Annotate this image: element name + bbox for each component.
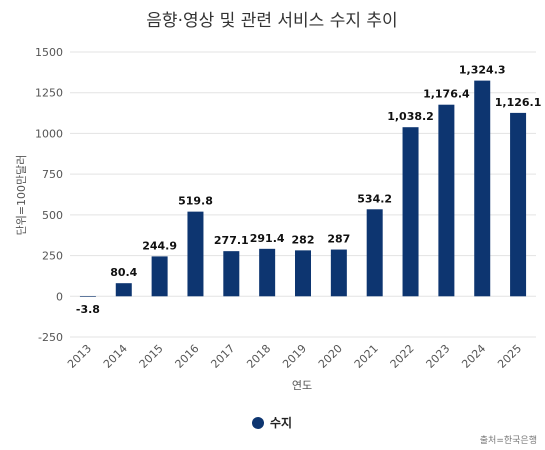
y-tick-label: 1250 (35, 87, 63, 100)
y-tick-label: 1000 (35, 127, 63, 140)
data-label: 1,126.1 (495, 96, 542, 109)
bar (402, 127, 419, 297)
data-label: 244.9 (142, 239, 177, 252)
y-tick-label: -250 (38, 331, 63, 344)
bar (223, 251, 240, 297)
y-tick-label: 250 (42, 250, 63, 263)
y-tick-label: 1500 (35, 46, 63, 59)
bar (79, 296, 96, 297)
data-label: 1,324.3 (459, 64, 506, 77)
data-label: 287 (327, 233, 350, 246)
x-tick-label: 2016 (173, 342, 202, 371)
chart-title: 음향·영상 및 관련 서비스 수지 추이 (146, 11, 397, 31)
x-tick-label: 2021 (352, 342, 381, 371)
legend-marker (252, 417, 264, 429)
bar (510, 112, 527, 297)
bar (115, 283, 132, 297)
source-note: 출처=한국은행 (480, 434, 537, 446)
y-tick-label: 500 (42, 209, 63, 222)
data-label: 1,038.2 (387, 110, 434, 123)
x-tick-label: 2014 (101, 342, 130, 371)
data-label: 277.1 (214, 234, 249, 247)
data-label: -3.8 (76, 303, 100, 316)
y-axis-label: 단위=100만달러 (15, 155, 28, 236)
y-tick-label: 0 (56, 290, 63, 303)
bar (295, 250, 311, 297)
y-axis: -250 0 250 500 750 1000 1250 1500 (35, 46, 63, 344)
data-labels: -3.8 80.4 244.9 519.8 277.1 291.4 282 287 534.2 1… (76, 64, 542, 316)
bar (151, 256, 168, 297)
data-label: 534.2 (357, 192, 392, 205)
x-tick-label: 2020 (316, 342, 345, 371)
legend-label: 수지 (270, 415, 292, 430)
bar (366, 209, 383, 297)
x-tick-label: 2022 (388, 342, 417, 371)
x-axis: 2013 2014 2015 2016 2017 2018 2019 2020 2021 2022… (65, 342, 524, 371)
bar (187, 211, 204, 297)
bar (259, 248, 276, 297)
data-label: 282 (292, 233, 315, 246)
data-label: 80.4 (110, 266, 137, 279)
x-tick-label: 2025 (495, 342, 524, 371)
x-tick-label: 2019 (280, 342, 309, 371)
x-tick-label: 2015 (137, 342, 166, 371)
x-tick-label: 2024 (459, 342, 488, 371)
bars (79, 80, 527, 297)
x-tick-label: 2013 (65, 342, 94, 371)
bar (330, 249, 347, 297)
bar (438, 104, 455, 297)
data-label: 1,176.4 (423, 88, 470, 101)
x-tick-label: 2017 (208, 342, 237, 371)
x-axis-label: 연도 (292, 379, 312, 392)
y-tick-label: 750 (42, 168, 63, 181)
bar (474, 80, 491, 297)
data-label: 291.4 (250, 232, 285, 245)
x-tick-label: 2018 (244, 342, 273, 371)
x-tick-label: 2023 (424, 342, 453, 371)
legend: 수지 (252, 415, 292, 430)
data-label: 519.8 (178, 195, 213, 208)
